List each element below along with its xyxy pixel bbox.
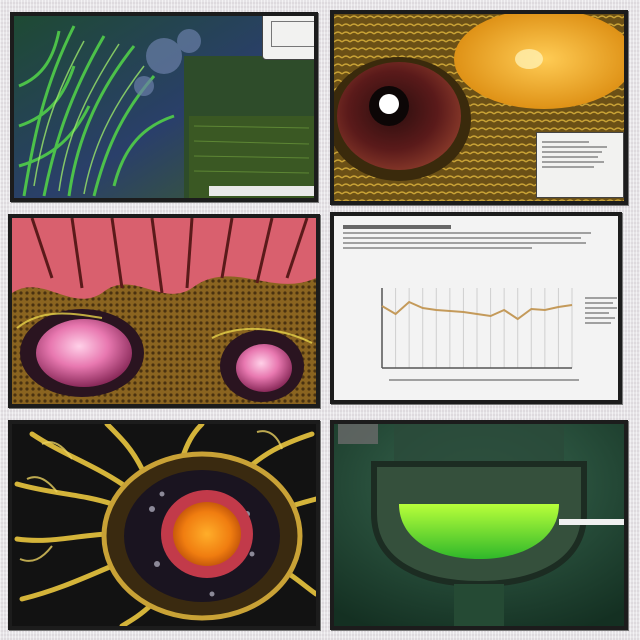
pink-eyes-creature-illustration	[12, 218, 316, 404]
green-glow-panel	[330, 420, 628, 630]
paper-note	[262, 16, 314, 60]
document-header-text	[338, 222, 608, 252]
brown-eye-illustration	[334, 14, 624, 201]
chart-marks	[381, 300, 573, 321]
document-side-notes	[580, 294, 618, 327]
document-footer-text	[384, 376, 584, 384]
chart-series-line	[381, 300, 573, 321]
green-fern-panel	[10, 12, 318, 202]
chart-axes	[381, 288, 572, 369]
yellow-tendril-orb-panel	[8, 420, 320, 630]
document-chart-panel	[330, 212, 622, 404]
chart-grid	[381, 288, 573, 368]
line-chart	[381, 288, 573, 369]
green-glow-illustration	[334, 424, 624, 626]
paper-note	[536, 132, 624, 198]
pink-eyes-creature-panel	[8, 214, 320, 408]
brown-eye-panel	[330, 10, 628, 205]
yellow-tendril-orb-illustration	[12, 424, 316, 626]
